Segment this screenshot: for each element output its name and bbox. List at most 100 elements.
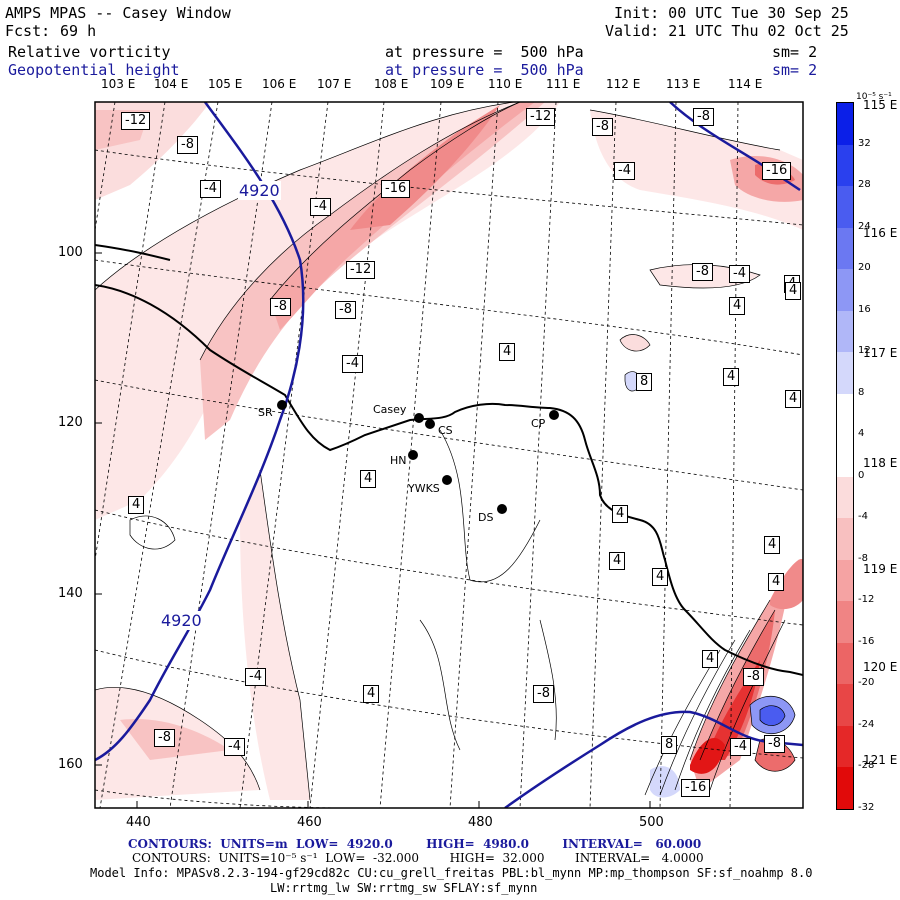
colorbar-tick-label: 4 [858,428,865,440]
lon-label: 104 E [154,77,189,91]
vorticity-contour-label: 4 [363,685,380,703]
height-contour-label: 4920 [160,611,203,630]
lat-label: 115 E [863,98,898,112]
station-label-casey: Casey [373,403,407,416]
lat-label: 120 E [863,660,898,674]
lon-label: 106 E [262,77,297,91]
vorticity-contour-label: 4 [785,390,802,408]
vorticity-contour-label: -8 [177,136,198,154]
lon-label: 107 E [317,77,352,91]
vorticity-contour-label: 8 [636,373,653,391]
lat-label: 116 E [863,226,898,240]
colorbar-segment [837,601,853,644]
vorticity-contour-label: -12 [121,112,151,130]
vorticity-contour-label: 4 [723,368,740,386]
vorticity-contour-label: 4 [785,282,802,300]
vorticity-contour-label: -8 [743,668,764,686]
lon-label: 112 E [606,77,641,91]
station-label-cs: CS [438,424,453,437]
colorbar-segment [837,352,853,395]
vorticity-contour-label: 4 [702,650,719,668]
colorbar-segment [837,435,853,478]
vorticity-contour-label: 4 [768,573,785,591]
vorticity-contour-label: 4 [128,496,145,514]
colorbar-segment [837,642,853,685]
colorbar-tick-label: 16 [858,303,871,315]
vorticity-contour-label: -16 [381,180,411,198]
colorbar-segment [837,227,853,270]
footer-model-info: Model Info: MPASv8.2.3-194-gf29cd82c CU:… [90,866,813,880]
vorticity-contour-label: -8 [592,118,613,136]
colorbar-tick-label: -4 [858,511,868,523]
colorbar-tick-label: -16 [858,635,875,647]
vorticity-colorbar [836,102,854,810]
field1-level: at pressure = 500 hPa [385,43,584,61]
colorbar-tick-label: 24 [858,220,871,232]
vorticity-contour-label: -4 [730,738,751,756]
colorbar-tick-label: 0 [858,469,865,481]
x-axis-tick: 500 [639,815,664,830]
x-axis-tick: 480 [468,815,493,830]
vorticity-contour-label: 4 [652,568,669,586]
colorbar-tick-label: -20 [858,677,875,689]
colorbar-segment [837,684,853,727]
forecast-hours: 69 h [60,22,97,40]
lon-label: 105 E [208,77,243,91]
vorticity-contour-label: -16 [762,162,792,180]
init-time: Init: 00 UTC Tue 30 Sep 25 [614,4,849,22]
colorbar-tick-label: -24 [858,718,875,730]
vorticity-contour-label: -4 [310,198,331,216]
station-markers [277,400,559,514]
colorbar-tick-label: 28 [858,179,871,191]
station-label-ds: DS [478,511,494,524]
map-title: AMPS MPAS -- Casey Window [5,4,231,22]
station-label-cp: CP [531,417,546,430]
field1-name: Relative vorticity [8,43,171,61]
vorticity-shading [95,102,803,800]
colorbar-unit: 10⁻⁵ s⁻¹ [856,92,892,102]
vorticity-contour-label: -8 [693,108,714,126]
lon-label: 109 E [430,77,465,91]
field2-level: at pressure = 500 hPa [385,61,584,79]
lon-label: 114 E [728,77,763,91]
lon-label: 111 E [546,77,581,91]
lat-label: 121 E [863,753,898,767]
colorbar-tick-label: 20 [858,262,871,274]
footer-model-info-2: LW:rrtmg_lw SW:rrtmg_sw SFLAY:sf_mynn [270,881,538,895]
colorbar-segment [837,269,853,312]
colorbar-segment [837,186,853,229]
vorticity-contour-label: -4 [200,180,221,198]
vorticity-contour-label: -8 [270,298,291,316]
colorbar-tick-label: -8 [858,552,868,564]
vorticity-contour-label: -8 [533,685,554,703]
station-label-hn: HN [390,454,407,467]
vorticity-contour-label: 4 [764,536,781,554]
colorbar-segment [837,767,853,810]
vorticity-contour-label: 4 [499,343,516,361]
colorbar-segment [837,144,853,187]
vorticity-contour-label: -8 [764,735,785,753]
forecast-label: Fcst: [5,22,51,40]
vorticity-contour-label: -4 [224,738,245,756]
lon-label: 110 E [488,77,523,91]
vorticity-contour-label: -8 [335,301,356,319]
field2-smoothing: sm= 2 [772,61,818,79]
vorticity-contour-label: 4 [729,297,746,315]
colorbar-tick-label: 32 [858,137,871,149]
station-label-sr: SR [258,406,273,419]
y-axis-tick: 100 [58,245,83,260]
y-axis-tick: 160 [58,757,83,772]
vorticity-contour-label: 8 [661,736,678,754]
x-axis-tick: 440 [126,815,151,830]
valid-time: Valid: 21 UTC Thu 02 Oct 25 [605,22,849,40]
colorbar-tick-label: 12 [858,345,871,357]
vorticity-contour-label: 4 [609,552,626,570]
footer-vorticity-contours: CONTOURS: UNITS=10⁻⁵ s⁻¹ LOW= -32.000 HI… [132,851,704,865]
colorbar-segment [837,725,853,768]
lat-label: 118 E [863,456,898,470]
vorticity-contour-label: -16 [681,779,711,797]
colorbar-segment [837,476,853,519]
colorbar-segment [837,103,853,146]
height-contour-label: 4920 [238,181,281,200]
